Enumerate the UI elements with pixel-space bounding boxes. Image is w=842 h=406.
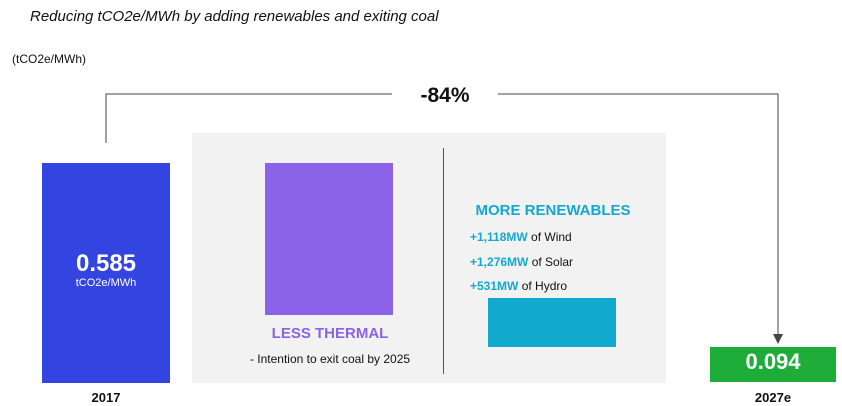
connector-left (105, 93, 392, 143)
renewables-item-solar: +1,276MW of Solar (470, 255, 670, 269)
thermal-block (265, 163, 393, 315)
renewables-item-amount: +531MW (470, 279, 519, 293)
thermal-title: LESS THERMAL (271, 325, 389, 342)
renewables-item-text: of Solar (528, 255, 574, 269)
category-2017: 2017 (91, 390, 121, 405)
change-percentage: -84% (420, 84, 470, 107)
panel-divider (443, 148, 444, 374)
bar-2017-value: 0.585 (75, 250, 137, 277)
renewables-item-amount: +1,118MW (470, 230, 528, 244)
renewables-item-hydro: +531MW of Hydro (470, 279, 670, 293)
thermal-note: - Intention to exit coal by 2025 (249, 352, 411, 366)
renewables-item-wind: +1,118MW of Wind (470, 230, 670, 244)
bar-2027e-value: 0.094 (745, 349, 801, 374)
connector-arrowhead (773, 334, 783, 344)
renewables-block (488, 298, 616, 347)
bar-2017 (42, 163, 170, 383)
bar-2017-unit: tCO2e/MWh (75, 277, 137, 289)
category-2027e: 2027e (754, 390, 792, 405)
renewables-title: MORE RENEWABLES (475, 202, 631, 219)
renewables-item-text: of Hydro (518, 279, 568, 293)
renewables-item-text: of Wind (527, 230, 572, 244)
connector-right (498, 93, 779, 335)
bar-2027e (710, 347, 836, 382)
renewables-item-amount: +1,276MW (470, 255, 529, 269)
unit-label: (tCO2e/MWh) (12, 52, 87, 66)
chart-subtitle: Reducing tCO2e/MWh by adding renewables … (30, 8, 439, 25)
